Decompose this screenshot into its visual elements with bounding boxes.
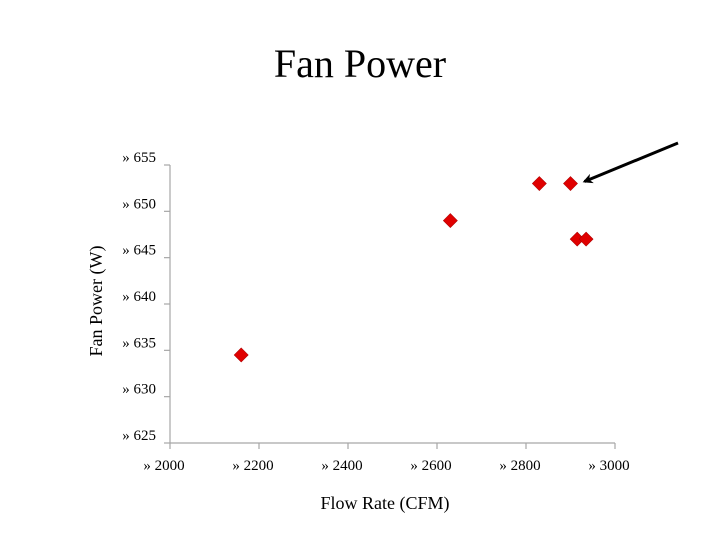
data-point-marker [233, 347, 249, 363]
x-tick-label: » 3000 [588, 458, 629, 474]
y-axis-title: Fan Power (W) [86, 246, 107, 357]
y-tick-label: » 625 [122, 428, 156, 444]
x-tick-label: » 2600 [410, 458, 451, 474]
x-tick-label: » 2200 [232, 458, 273, 474]
y-tick-label: » 640 [122, 289, 156, 305]
axes [164, 164, 616, 449]
data-point-marker [442, 213, 458, 229]
data-point-marker [531, 176, 547, 191]
chart-title: Fan Power [273, 41, 447, 86]
x-tick-label: » 2400 [321, 458, 362, 474]
annotations [582, 141, 679, 184]
y-tick-label: » 645 [122, 243, 156, 259]
x-tick-label: » 2000 [143, 458, 184, 474]
data-point-marker [578, 231, 594, 247]
y-tick-label: » 635 [122, 335, 156, 351]
x-tick-label: » 2800 [499, 458, 540, 474]
y-tick-label: » 630 [122, 382, 156, 398]
x-axis-title: Flow Rate (CFM) [320, 493, 449, 514]
data-point-marker [563, 176, 578, 191]
data-points [233, 176, 594, 363]
y-tick-label: » 655 [122, 150, 156, 166]
tick-labels: » 625 » 630 » 635 » 640 » 645 » 650 » 655 » 200… [122, 150, 629, 474]
y-tick-label: » 650 [122, 196, 156, 212]
annotation-arrow [582, 141, 679, 184]
